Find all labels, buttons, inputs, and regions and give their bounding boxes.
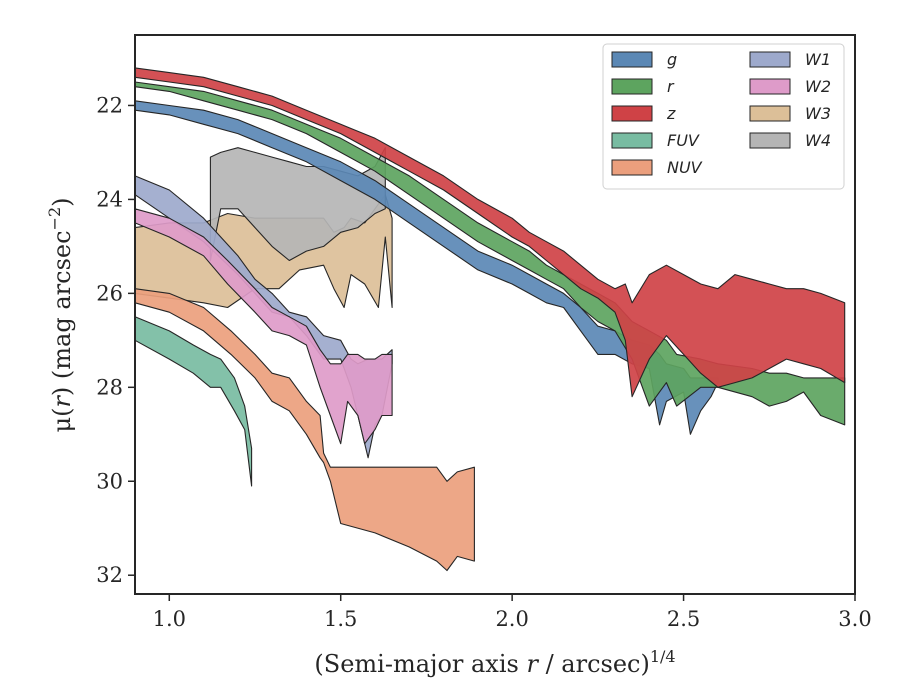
band-FUV	[134, 316, 253, 487]
x-tick-label: 1.0	[153, 607, 186, 631]
band-NUV	[134, 288, 475, 572]
y-tick-label: 26	[96, 281, 123, 305]
legend-swatch-W3	[749, 105, 791, 122]
x-tick-label: 2.5	[667, 607, 700, 631]
legend-swatch-r	[611, 78, 653, 95]
legend-label-r: r	[667, 77, 675, 96]
x-axis-label: (Semi-major axis r / arcsec)1/4	[314, 647, 675, 678]
y-axis-label: μ(r) (mag arcsec−2)	[45, 197, 76, 432]
y-tick-label: 24	[96, 187, 123, 211]
legend-swatch-FUV	[611, 132, 653, 149]
plot-frame	[134, 34, 856, 595]
x-tick-label: 3.0	[838, 607, 871, 631]
legend-swatch-NUV	[611, 159, 653, 176]
x-axis-ticks: 1.0 1.5 2.0 2.5 3.0	[153, 594, 872, 631]
legend: grz FUV NUV W1 W2 W3 W4	[602, 43, 845, 190]
legend-swatch-g	[611, 51, 653, 68]
bands-layer	[134, 67, 846, 572]
legend-swatch-W4	[749, 132, 791, 149]
x-tick-label: 2.0	[495, 607, 528, 631]
legend-label-g: g	[667, 50, 677, 69]
legend-label-W2: W2	[805, 77, 831, 96]
y-axis-ticks: 22 24 26 28 30 32	[96, 93, 135, 587]
legend-label-NUV: NUV	[667, 158, 703, 177]
y-tick-label: 32	[96, 563, 123, 587]
legend-label-W4: W4	[805, 131, 831, 150]
band-r	[134, 81, 846, 426]
legend-label-FUV: FUV	[667, 131, 700, 150]
legend-swatch-W1	[749, 51, 791, 68]
y-tick-label: 30	[96, 469, 123, 493]
y-tick-label: 28	[96, 375, 123, 399]
y-tick-label: 22	[96, 93, 123, 117]
legend-label-W3: W3	[805, 104, 831, 123]
band-z	[134, 67, 846, 398]
legend-swatch-z	[611, 105, 653, 122]
legend-label-z: z	[666, 104, 676, 123]
legend-swatch-W2	[749, 78, 791, 95]
legend-label-W1: W1	[805, 50, 831, 69]
x-tick-label: 1.5	[324, 607, 357, 631]
band-W2	[134, 208, 393, 445]
